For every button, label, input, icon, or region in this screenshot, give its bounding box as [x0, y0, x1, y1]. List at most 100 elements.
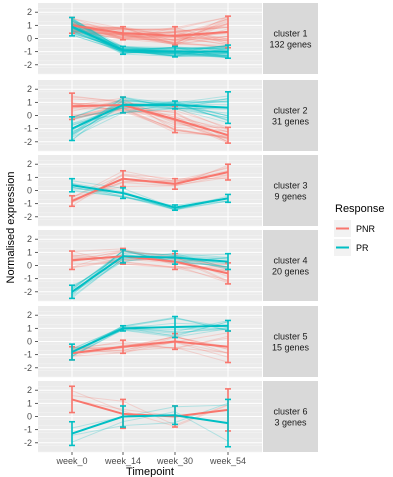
gene-trace-pnr	[71, 395, 229, 426]
facet-label-cluster: cluster 3	[273, 181, 307, 191]
y-tick-label: -2	[24, 363, 32, 373]
gene-trace-pnr	[71, 164, 229, 203]
gene-trace-pr	[71, 322, 229, 357]
gene-trace-pr	[71, 327, 229, 357]
gene-trace-pnr	[71, 96, 229, 130]
facet-label-cluster: cluster 5	[273, 332, 307, 342]
gene-trace-pnr	[71, 335, 229, 350]
gene-trace-pr	[71, 250, 229, 296]
gene-trace-pnr	[71, 30, 229, 48]
y-tick-label: 0	[27, 412, 32, 422]
y-tick-label: 1	[27, 398, 32, 408]
gene-trace-pnr	[71, 30, 229, 46]
facet-strip	[263, 306, 318, 377]
gene-trace-pr	[71, 26, 229, 55]
y-tick-label: 2	[27, 159, 32, 169]
gene-trace-pr	[71, 18, 229, 50]
y-tick-label: -1	[24, 350, 32, 360]
gene-trace-pnr	[71, 18, 229, 45]
gene-trace-pnr	[71, 24, 229, 41]
gene-trace-pr	[71, 18, 229, 57]
gene-trace-pr	[71, 26, 229, 54]
gene-trace-pr	[71, 30, 229, 57]
mean-line-pr	[71, 255, 229, 293]
y-tick-label: 0	[27, 111, 32, 121]
mean-line-pnr	[71, 340, 229, 355]
x-tick-label: week_14	[104, 456, 141, 466]
gene-trace-pr	[71, 317, 229, 350]
gene-trace-pnr	[71, 174, 229, 197]
y-tick-label: -1	[24, 124, 32, 134]
facet-strip	[263, 80, 318, 151]
y-tick-label: -2	[24, 137, 32, 147]
y-tick-label: 0	[27, 34, 32, 44]
gene-trace-pnr	[71, 97, 229, 138]
gene-trace-pr	[71, 99, 229, 119]
x-tick-label: week_0	[55, 456, 87, 466]
facet-panel-4: -2 -1 0 1 2 cluster 420 genes	[24, 230, 318, 302]
mean-line-pr	[71, 414, 229, 435]
facet-panel-3: -2 -1 0 1 2 cluster 39 genes	[24, 155, 318, 227]
gene-trace-pnr	[71, 26, 229, 46]
gene-trace-pnr	[71, 26, 229, 35]
facet-strip	[263, 381, 318, 452]
gene-trace-pr	[71, 95, 229, 138]
gene-trace-pr	[71, 404, 229, 429]
gene-trace-pnr	[71, 256, 229, 272]
gene-trace-pr	[71, 188, 229, 211]
y-tick-label: 0	[27, 261, 32, 271]
gene-trace-pnr	[71, 108, 229, 139]
gene-trace-pnr	[71, 251, 229, 270]
gene-trace-pnr	[71, 110, 229, 139]
gene-trace-pnr	[71, 24, 229, 41]
gene-trace-pr	[71, 252, 229, 289]
gene-trace-pr	[71, 97, 229, 121]
gene-trace-pnr	[71, 390, 229, 427]
gene-trace-pnr	[71, 249, 229, 270]
y-tick-label: 0	[27, 337, 32, 347]
x-axis-title: Timepoint	[126, 466, 174, 477]
gene-trace-pr	[71, 20, 229, 57]
y-tick-label: 2	[27, 310, 32, 320]
gene-trace-pr	[71, 104, 229, 135]
gene-trace-pnr	[71, 25, 229, 38]
gene-trace-pnr	[71, 341, 229, 354]
gene-trace-pnr	[71, 31, 229, 42]
mean-line-pnr	[71, 24, 229, 37]
gene-trace-pr	[71, 23, 229, 51]
gene-trace-pnr	[71, 107, 229, 138]
y-tick-label: -2	[24, 287, 32, 297]
y-tick-label: 1	[27, 247, 32, 257]
y-tick-label: 1	[27, 323, 32, 333]
y-tick-label: 1	[27, 97, 32, 107]
facet-strip	[263, 3, 318, 74]
gene-trace-pnr	[71, 28, 229, 46]
gene-trace-pnr	[71, 102, 229, 139]
y-tick-label: -1	[24, 274, 32, 284]
gene-trace-pnr	[71, 98, 229, 133]
gene-trace-pr	[71, 327, 229, 357]
facet-label-cluster: cluster 4	[273, 256, 307, 266]
mean-line-pr	[71, 184, 229, 209]
gene-trace-pr	[71, 98, 229, 119]
facet-label-genes: 20 genes	[272, 267, 310, 277]
gene-trace-pr	[71, 32, 229, 52]
y-tick-label: 1	[27, 172, 32, 182]
y-tick-label: -2	[24, 60, 32, 70]
gene-trace-pnr	[71, 24, 229, 44]
facet-panel-2: -2 -1 0 1 2 cluster 231 genes	[24, 80, 318, 152]
gene-trace-pnr	[71, 18, 229, 32]
y-tick-label: 2	[27, 7, 32, 17]
legend-title: Response	[335, 203, 385, 215]
y-tick-label: 1	[27, 20, 32, 30]
facet-label-cluster: cluster 2	[273, 106, 307, 116]
gene-trace-pnr	[71, 16, 229, 40]
y-tick-label: 2	[27, 385, 32, 395]
gene-trace-pr	[71, 27, 229, 59]
gene-trace-pnr	[71, 22, 229, 45]
gene-trace-pr	[71, 19, 229, 54]
mean-line-pr	[71, 324, 229, 353]
mean-line-pnr	[71, 255, 229, 275]
gene-trace-pnr	[71, 104, 229, 141]
